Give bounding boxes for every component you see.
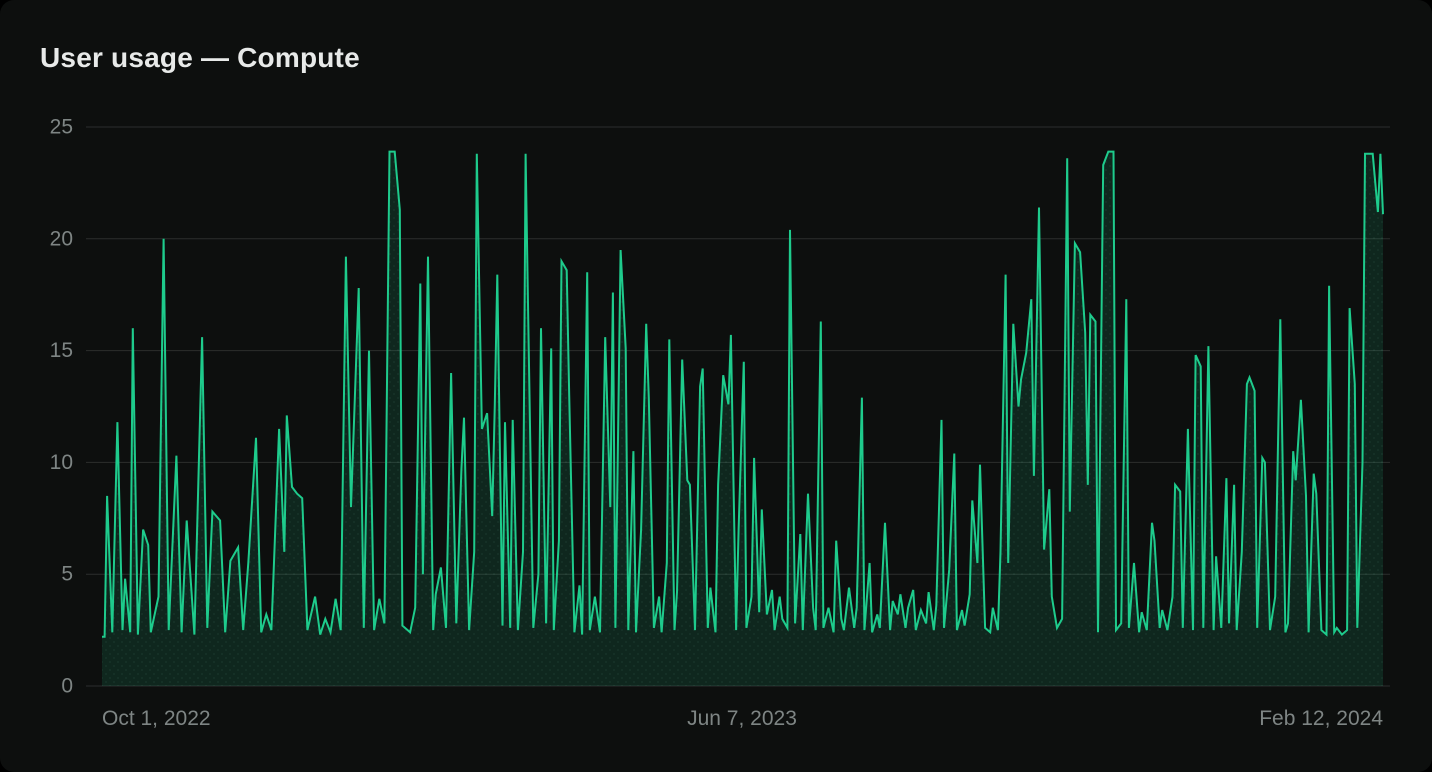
y-tick-label: 20 xyxy=(50,227,73,250)
x-axis-tick-labels: Oct 1, 2022 Jun 7, 2023 Feb 12, 2024 xyxy=(102,707,1383,730)
y-tick-label: 0 xyxy=(61,675,73,698)
x-tick-label: Oct 1, 2022 xyxy=(102,707,211,730)
series-line xyxy=(102,150,1384,638)
y-axis-tick-labels: 25 20 15 10 5 0 xyxy=(50,116,73,698)
x-tick-label: Feb 12, 2024 xyxy=(1259,707,1383,730)
y-tick-label: 5 xyxy=(61,563,73,586)
y-tick-label: 10 xyxy=(50,451,73,474)
x-tick-label: Jun 7, 2023 xyxy=(687,707,797,730)
chart-title: User usage — Compute xyxy=(40,42,360,73)
y-tick-label: 15 xyxy=(50,339,73,362)
y-tick-label: 25 xyxy=(50,116,73,139)
